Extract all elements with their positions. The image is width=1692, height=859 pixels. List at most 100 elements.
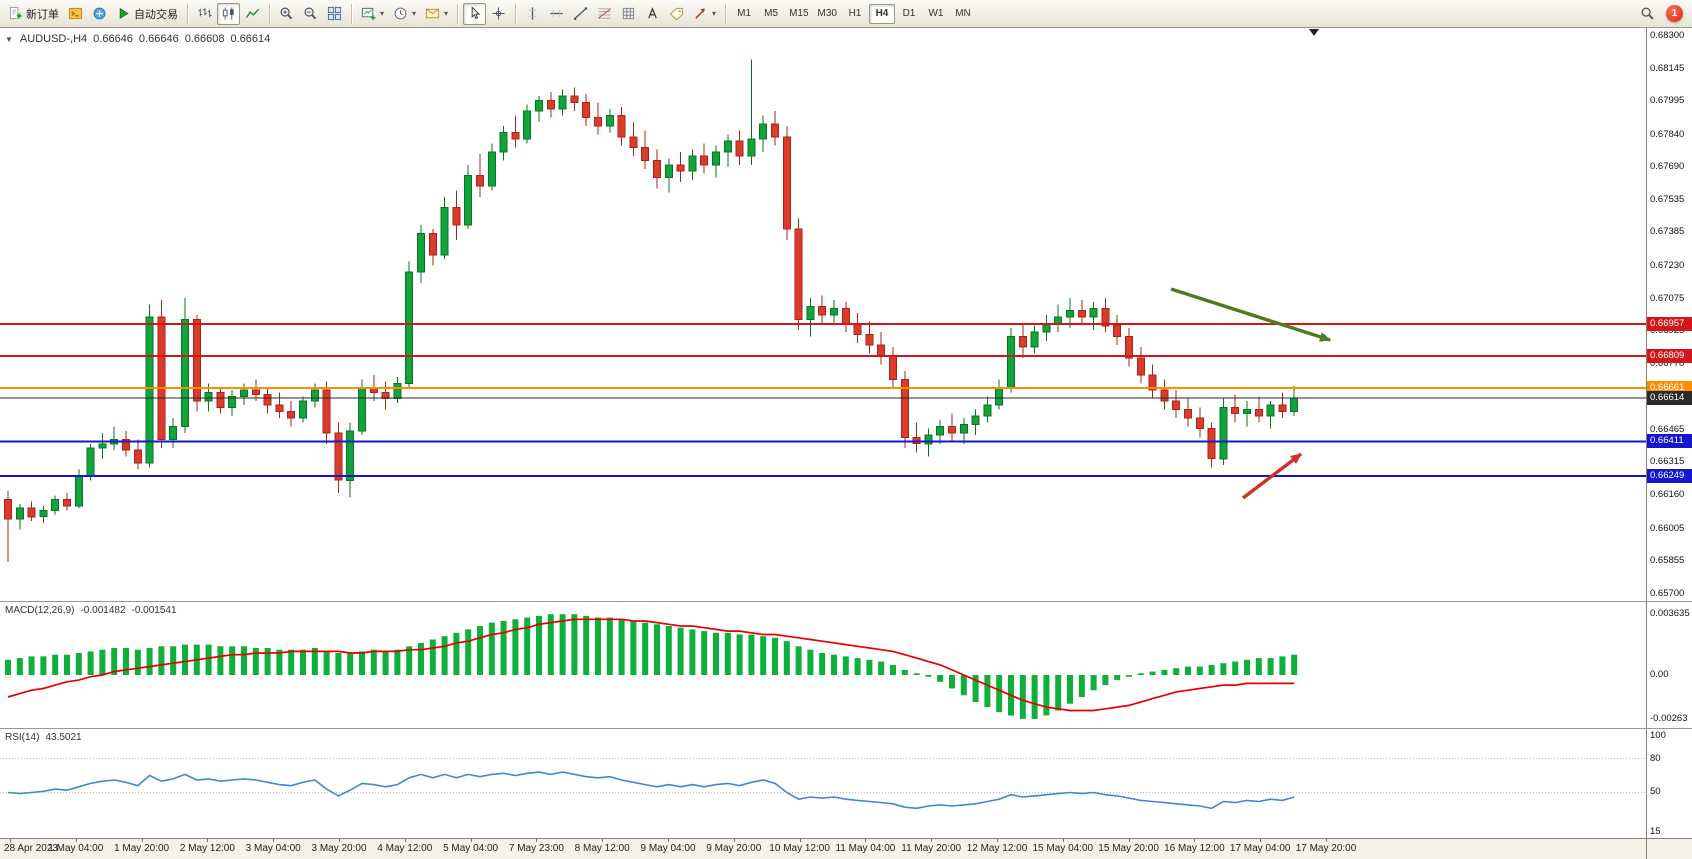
macd-axis[interactable]: 0.003635 0.00 -0.00263 bbox=[1646, 602, 1692, 728]
ohlc-close: 0.66614 bbox=[230, 33, 271, 45]
rsi-axis-label: 50 bbox=[1650, 786, 1661, 798]
macd-axis-label: -0.00263 bbox=[1650, 713, 1688, 725]
time-axis-label: 4 May 12:00 bbox=[377, 843, 433, 854]
macd-indicator-row: MACD(12,26,9) -0.001482 -0.001541 0.0036… bbox=[0, 601, 1692, 728]
button-label: 自动交易 bbox=[134, 8, 178, 21]
rsi-chart-canvas[interactable]: RSI(14) 43.5021 bbox=[0, 729, 1646, 838]
time-axis[interactable]: 28 Apr 2023 1 May 04:00 1 May 20:00 2 May 1… bbox=[0, 839, 1646, 859]
rsi-axis-label: 100 bbox=[1650, 730, 1666, 741]
time-axis-tick bbox=[1326, 839, 1327, 842]
toolbar-separator bbox=[725, 3, 727, 24]
price-axis-label: 0.68145 bbox=[1650, 63, 1685, 75]
time-axis-label: 17 May 04:00 bbox=[1229, 843, 1291, 854]
tile-icon bbox=[327, 6, 342, 21]
timeframe-W1[interactable]: W1 bbox=[923, 4, 949, 24]
dropdown-caret-icon: ▾ bbox=[712, 9, 717, 18]
candle-chart-button[interactable] bbox=[217, 2, 240, 25]
time-axis-tick bbox=[1194, 839, 1196, 842]
cursor-button[interactable] bbox=[463, 2, 487, 25]
price-axis-label: 0.66005 bbox=[1650, 522, 1685, 534]
vertical-line-button[interactable] bbox=[521, 3, 544, 25]
grid-button[interactable] bbox=[617, 3, 640, 25]
collapse-triangle-icon[interactable]: ▼ bbox=[5, 34, 13, 44]
toolbar-right-cluster: 1 bbox=[1636, 3, 1688, 25]
fibonacci-button[interactable] bbox=[593, 3, 616, 25]
time-axis-label: 16 May 12:00 bbox=[1164, 843, 1225, 854]
new-order-button[interactable]: 新订单 bbox=[4, 3, 63, 25]
label-button[interactable] bbox=[665, 3, 688, 25]
macd-axis-label: 0.003635 bbox=[1650, 607, 1690, 619]
macd-chart-svg bbox=[5, 614, 1298, 719]
price-axis[interactable]: 0.68300 0.68145 0.67995 0.67840 0.67690 0.675… bbox=[1646, 28, 1692, 601]
templates-dropdown[interactable]: ▾ bbox=[421, 3, 452, 25]
bars-icon bbox=[197, 6, 212, 21]
symbol-timeframe-label: AUDUSD-,H4 bbox=[19, 33, 88, 45]
price-axis-label: 0.67995 bbox=[1650, 95, 1685, 107]
horizontal-line-button[interactable] bbox=[545, 3, 568, 25]
template-icon bbox=[425, 6, 440, 21]
zoom-in-button[interactable] bbox=[275, 3, 298, 25]
price-axis-label: 0.67075 bbox=[1650, 292, 1685, 304]
market-watch-button[interactable] bbox=[88, 3, 111, 25]
time-axis-label: 1 May 04:00 bbox=[48, 843, 104, 854]
cursor-icon bbox=[467, 6, 482, 21]
timeframe-H4[interactable]: H4 bbox=[868, 3, 895, 24]
macd-chart-canvas[interactable]: MACD(12,26,9) -0.001482 -0.001541 bbox=[0, 602, 1646, 728]
crosshair-icon bbox=[491, 6, 506, 21]
price-axis-label: 0.66160 bbox=[1650, 489, 1685, 501]
timeframe-MN[interactable]: MN bbox=[950, 4, 976, 24]
crosshair-button[interactable] bbox=[487, 3, 510, 25]
time-axis-label: 2 May 12:00 bbox=[179, 843, 235, 854]
price-axis-label: 0.67690 bbox=[1650, 160, 1685, 172]
chart-shift-marker[interactable] bbox=[1309, 29, 1319, 36]
time-axis-tick bbox=[931, 839, 933, 842]
text-button[interactable] bbox=[641, 3, 664, 25]
price-axis-label: 0.67230 bbox=[1650, 259, 1685, 271]
dropdown-caret-icon: ▾ bbox=[412, 9, 417, 18]
label-icon bbox=[669, 6, 684, 21]
notification-badge[interactable]: 1 bbox=[1666, 5, 1683, 22]
timeframe-H1[interactable]: H1 bbox=[842, 4, 868, 24]
trendline-button[interactable] bbox=[569, 3, 592, 25]
timeframe-M15[interactable]: M15 bbox=[785, 4, 812, 24]
search-icon bbox=[1640, 6, 1655, 21]
price-axis-label: 0.66770 bbox=[1650, 358, 1685, 370]
search-button[interactable] bbox=[1636, 3, 1659, 25]
toolbar-separator bbox=[515, 3, 517, 24]
price-chart-canvas[interactable]: ▼ AUDUSD-,H4 0.66646 0.66646 0.66608 0.6… bbox=[0, 28, 1646, 601]
hline-icon bbox=[549, 6, 564, 21]
timeframe-M1[interactable]: M1 bbox=[731, 4, 757, 24]
price-axis-label: 0.66465 bbox=[1650, 423, 1685, 435]
bar-chart-button[interactable] bbox=[193, 3, 216, 25]
price-axis-label: 0.65700 bbox=[1650, 588, 1685, 599]
editor-icon bbox=[68, 6, 83, 21]
time-axis-tick bbox=[536, 839, 538, 842]
price-level-badge: 0.66411 bbox=[1647, 434, 1692, 449]
timeframe-M5[interactable]: M5 bbox=[758, 4, 784, 24]
line-chart-button[interactable] bbox=[241, 3, 264, 25]
macd-label: MACD(12,26,9) -0.001482 -0.001541 bbox=[5, 605, 177, 616]
time-axis-label: 12 May 12:00 bbox=[966, 843, 1028, 854]
new-chart-dropdown[interactable]: ▾ bbox=[357, 3, 388, 25]
timeframe-D1[interactable]: D1 bbox=[896, 4, 922, 24]
price-chart-row: ▼ AUDUSD-,H4 0.66646 0.66646 0.66608 0.6… bbox=[0, 28, 1692, 601]
profiles-dropdown[interactable]: ▾ bbox=[389, 3, 420, 25]
time-axis-label: 11 May 04:00 bbox=[835, 843, 896, 854]
time-axis-label: 5 May 04:00 bbox=[443, 843, 499, 854]
fibo-icon bbox=[597, 6, 612, 21]
toolbar-separator bbox=[351, 3, 352, 24]
time-axis-tick bbox=[997, 839, 998, 842]
zoom-out-button[interactable] bbox=[299, 3, 322, 25]
autotrading-button[interactable]: 自动交易 bbox=[112, 3, 182, 25]
time-axis-label: 15 May 20:00 bbox=[1098, 843, 1159, 854]
toolbar-separator bbox=[269, 3, 270, 24]
price-level-badge: 0.66809 bbox=[1647, 348, 1692, 363]
rsi-chart-svg bbox=[0, 758, 1646, 810]
tile-windows-button[interactable] bbox=[323, 3, 346, 25]
arrows-dropdown[interactable]: ▾ bbox=[689, 3, 720, 25]
rsi-axis[interactable]: 100 80 50 15 bbox=[1646, 729, 1692, 838]
macd-value-1: -0.001482 bbox=[80, 605, 126, 616]
metaeditor-button[interactable] bbox=[64, 3, 87, 25]
timeframe-M30[interactable]: M30 bbox=[814, 4, 841, 24]
